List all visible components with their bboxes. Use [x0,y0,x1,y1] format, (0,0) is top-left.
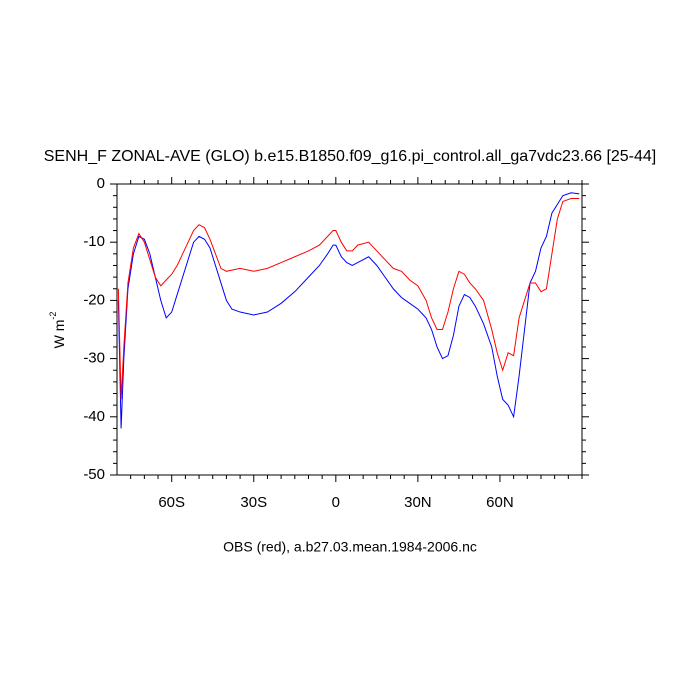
x-tick-label: 30N [404,494,432,511]
y-tick-label: -30 [83,350,105,367]
x-tick-label: 60S [158,494,185,511]
x-tick-label: 60N [486,494,514,511]
plot-frame [116,183,583,476]
y-label-sup: -2 [48,312,58,320]
x-tick-label: 0 [332,494,340,511]
y-axis-label-text: W m-2 [48,312,66,349]
y-tick-label: -40 [83,408,105,425]
series-line [117,198,580,400]
y-tick-label: 0 [97,175,105,192]
series-line [117,192,580,429]
y-tick-label: -50 [83,466,105,483]
y-label-main: W m [51,320,67,349]
x-tick-label: 30S [240,494,267,511]
y-tick-label: -20 [83,291,105,308]
y-axis-label: W m-2 [48,312,66,349]
x-axis-label: OBS (red), a.b27.03.mean.1984-2006.nc [223,539,477,555]
y-tick-label: -10 [83,233,105,250]
chart-title: SENH_F ZONAL-AVE (GLO) b.e15.B1850.f09_g… [44,148,657,165]
